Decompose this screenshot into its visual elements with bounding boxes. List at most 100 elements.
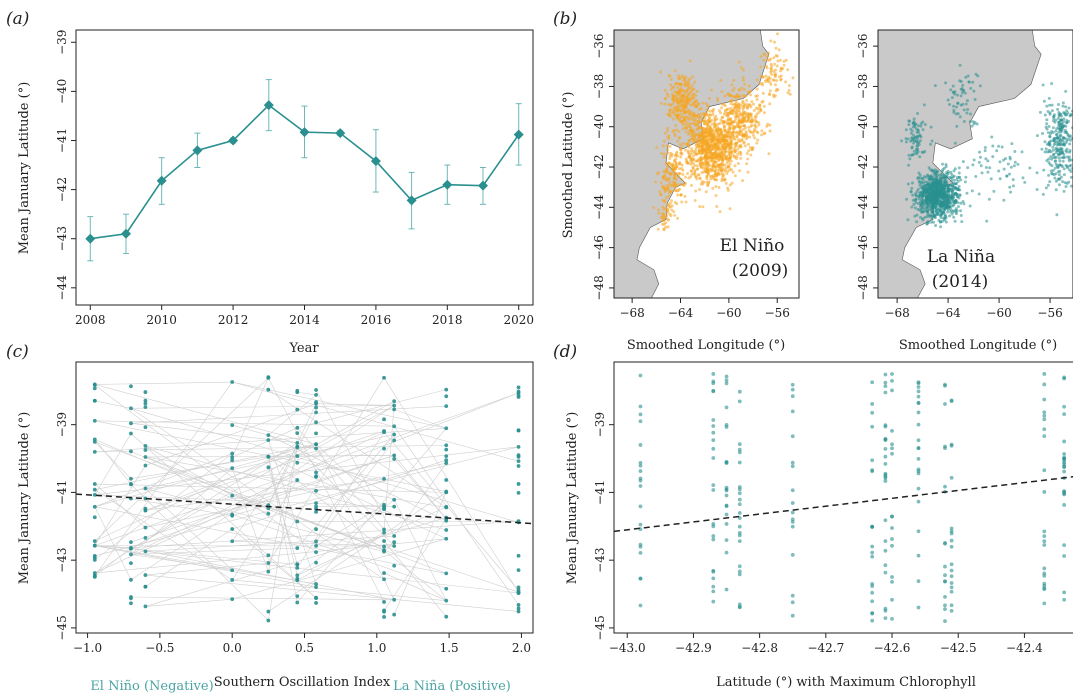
connector-line [94, 420, 395, 427]
location-point [695, 89, 699, 93]
location-point [706, 114, 710, 118]
location-point [759, 65, 763, 69]
data-point [638, 404, 643, 409]
location-point [1065, 113, 1069, 117]
data-point [916, 529, 921, 534]
data-point [516, 459, 521, 464]
location-point [951, 204, 955, 208]
location-point [1055, 140, 1059, 144]
location-point [685, 127, 689, 131]
connector-line [94, 451, 131, 453]
location-point [970, 189, 974, 193]
location-point [922, 188, 926, 192]
data-point [314, 595, 318, 600]
data-point [143, 405, 148, 409]
data-point [266, 433, 271, 438]
location-point [936, 183, 940, 187]
data-point [192, 145, 203, 156]
location-point [737, 60, 741, 64]
location-point [706, 138, 710, 142]
location-point [705, 174, 709, 178]
location-point [1067, 106, 1071, 110]
location-point [791, 76, 795, 80]
location-point [912, 203, 916, 207]
location-point [679, 102, 683, 106]
location-point [676, 86, 680, 90]
connector-line [297, 432, 385, 569]
location-point [957, 171, 961, 175]
location-point [669, 77, 673, 81]
data-point [516, 591, 521, 596]
land [776, 30, 799, 31]
location-point [766, 54, 770, 58]
location-point [753, 136, 757, 140]
location-point [741, 68, 745, 72]
location-point [763, 131, 767, 135]
location-point [705, 169, 709, 173]
location-point [960, 91, 964, 95]
data-point [92, 418, 97, 423]
location-point [1045, 118, 1049, 122]
data-point [883, 570, 888, 575]
location-point [916, 124, 920, 128]
location-point [963, 91, 967, 95]
location-point [768, 76, 772, 80]
location-point [914, 197, 918, 201]
location-point [1069, 184, 1073, 188]
data-point [1062, 590, 1067, 595]
connector-line [130, 596, 395, 601]
x-tick-label: −64 [668, 306, 694, 320]
connector-line [145, 456, 447, 508]
location-point [751, 102, 755, 106]
data-point [638, 576, 643, 581]
location-point [707, 117, 711, 121]
location-point [701, 140, 705, 144]
location-point [709, 140, 713, 144]
panel-a-ylabel: Mean January Latitude (°) [17, 82, 32, 255]
connector-line [393, 499, 447, 601]
data-point [444, 394, 449, 399]
location-point [769, 82, 773, 86]
location-point [729, 146, 733, 150]
data-point [295, 460, 300, 465]
location-point [713, 118, 717, 122]
location-point [716, 96, 720, 100]
location-point [953, 92, 957, 96]
connector-line [94, 506, 447, 574]
location-point [930, 169, 934, 173]
location-point [928, 177, 932, 181]
location-point [906, 182, 910, 186]
location-point [754, 94, 758, 98]
data-point [129, 577, 133, 582]
location-point [919, 186, 923, 190]
data-point [392, 544, 397, 548]
location-point [778, 58, 782, 62]
location-point [676, 175, 680, 179]
data-point [943, 579, 947, 584]
location-point [695, 104, 699, 108]
connector-line [145, 430, 385, 511]
data-point [314, 401, 318, 406]
data-point [92, 487, 97, 492]
location-point [725, 161, 729, 165]
location-point [755, 78, 759, 82]
location-point [954, 200, 958, 204]
data-point [1042, 543, 1047, 547]
data-point [916, 553, 921, 558]
location-point [1046, 110, 1050, 114]
data-point [382, 375, 386, 380]
location-point [709, 148, 713, 152]
location-point [974, 72, 978, 76]
data-point [711, 483, 716, 488]
connector-line [145, 488, 233, 571]
data-point [638, 550, 643, 555]
data-point [295, 565, 300, 570]
data-point [263, 100, 274, 111]
location-point [923, 215, 927, 219]
location-point [1021, 176, 1025, 180]
location-point [1035, 134, 1039, 138]
location-point [775, 32, 779, 36]
location-point [724, 181, 728, 185]
data-point [92, 543, 97, 548]
connector-line [130, 431, 385, 555]
